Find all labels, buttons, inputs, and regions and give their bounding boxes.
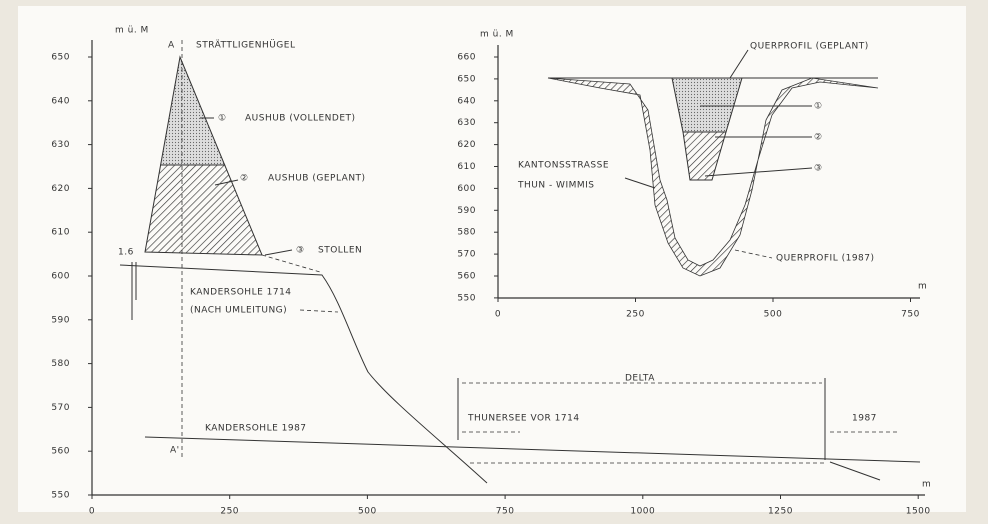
- bed-1714: [119, 264, 488, 484]
- y-tick-label: 560: [51, 447, 70, 457]
- y-tick-label: 640: [457, 96, 476, 106]
- label: DELTA: [625, 374, 655, 384]
- y-tick-label: 660: [457, 53, 476, 63]
- leader: [214, 179, 239, 186]
- leader: [624, 177, 656, 189]
- x-ticks: 0 250 500 750 1000 1250 1500: [89, 495, 931, 517]
- tunnel-line: [261, 254, 321, 273]
- label: ②: [814, 133, 823, 143]
- leader: [734, 249, 773, 259]
- x-tick-label: 750: [496, 507, 515, 517]
- profile-1987: [547, 77, 879, 277]
- label: KANDERSOHLE 1987: [205, 424, 307, 434]
- label: AUSHUB (VOLLENDET): [245, 114, 356, 124]
- x-unit: m: [922, 480, 931, 490]
- y-tick-label: 570: [457, 250, 476, 260]
- main-profile: 650 640 630 620 610 600 590 580 570 560 550 0 250 50…: [51, 26, 931, 517]
- lake-slope: [829, 461, 881, 481]
- label: AUSHUB (GEPLANT): [268, 174, 366, 184]
- y-tick-label: 560: [457, 272, 476, 282]
- y-tick-label: 610: [51, 228, 70, 238]
- y-tick-label: 600: [457, 184, 476, 194]
- y-tick-label: 580: [457, 228, 476, 238]
- y-tick-label: 550: [51, 491, 70, 501]
- y-tick-label: 630: [51, 140, 70, 150]
- y-tick-label: 580: [51, 359, 70, 369]
- label: ③: [814, 164, 823, 174]
- leader: [264, 249, 293, 256]
- planned-hatched: [682, 131, 727, 181]
- label: QUERPROFIL (GEPLANT): [750, 42, 869, 52]
- y-unit: m ü. M: [480, 30, 514, 40]
- bed-1987: [144, 436, 921, 463]
- label: ③: [296, 246, 305, 256]
- y-tick-label: 650: [51, 53, 70, 63]
- label: STRÄTTLIGENHÜGEL: [196, 40, 296, 51]
- y-tick-label: 640: [51, 96, 70, 106]
- label: A': [170, 446, 180, 456]
- label: ②: [240, 174, 249, 184]
- label: THUNERSEE VOR 1714: [467, 414, 580, 424]
- y-tick-label: 630: [457, 118, 476, 128]
- label: ①: [218, 114, 227, 124]
- y-tick-label: 650: [457, 74, 476, 84]
- y-tick-label: 590: [51, 315, 70, 325]
- label: 1987: [852, 414, 877, 424]
- x-tick-label: 250: [220, 507, 239, 517]
- y-tick-label: 590: [457, 206, 476, 216]
- y-unit: m ü. M: [115, 26, 149, 36]
- x-unit: m: [918, 282, 927, 292]
- y-tick-label: 610: [457, 162, 476, 172]
- leader: [704, 167, 813, 177]
- y-tick-label: 600: [51, 272, 70, 282]
- label: ①: [814, 102, 823, 112]
- inset-profile: 660 650 640 630 620 610 600 590 580 570 560 550 0 25…: [457, 30, 927, 320]
- label: (NACH UMLEITUNG): [190, 306, 287, 316]
- y-ticks: 660 650 640 630 620 610 600 590 580 570 560 550: [457, 53, 498, 303]
- x-tick-label: 1000: [630, 507, 655, 517]
- x-tick-label: 1250: [768, 507, 793, 517]
- y-tick-label: 570: [51, 403, 70, 413]
- y-tick-label: 620: [51, 184, 70, 194]
- x-tick-label: 750: [901, 310, 920, 320]
- x-tick-label: 1500: [906, 507, 931, 517]
- label: KANDERSOHLE 1714: [190, 288, 292, 298]
- x-tick-label: 0: [89, 507, 95, 517]
- x-tick-label: 500: [764, 310, 783, 320]
- leader: [729, 49, 749, 79]
- y-tick-label: 620: [457, 140, 476, 150]
- leader: [299, 309, 339, 313]
- y-tick-label: 550: [457, 293, 476, 303]
- label: A: [168, 41, 175, 51]
- x-tick-label: 500: [358, 507, 377, 517]
- label: 1.6: [118, 248, 134, 258]
- label: THUN - WIMMIS: [517, 181, 595, 191]
- label: STOLLEN: [318, 246, 362, 256]
- x-tick-label: 0: [495, 310, 501, 320]
- label: QUERPROFIL (1987): [776, 254, 875, 264]
- label: KANTONSSTRASSE: [518, 161, 609, 171]
- x-ticks: 0 250 500 750: [495, 298, 920, 320]
- x-tick-label: 250: [626, 310, 645, 320]
- y-ticks: 650 640 630 620 610 600 590 580 570 560 550: [51, 53, 92, 501]
